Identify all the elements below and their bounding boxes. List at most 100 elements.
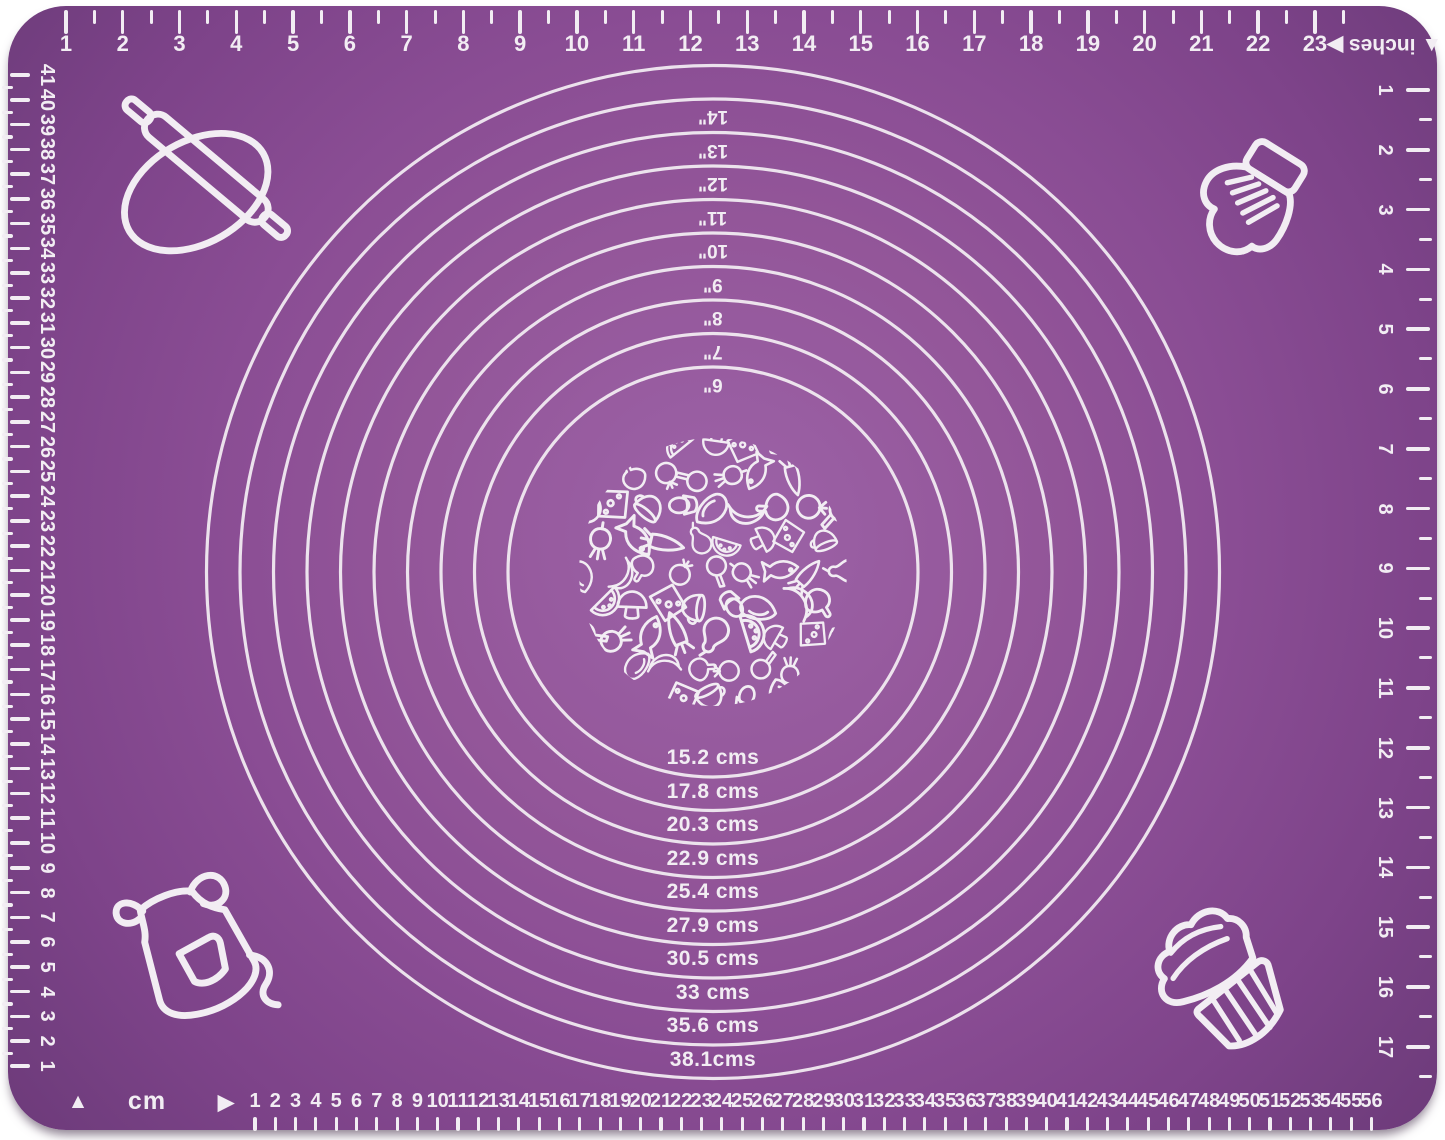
top-ruler-number: 13 — [734, 31, 760, 56]
top-ruler-number: 18 — [1018, 31, 1044, 56]
top-ruler-number: 4 — [230, 31, 243, 56]
top-ruler-halftick — [547, 10, 551, 24]
bottom-ruler-number: 38 — [994, 1090, 1018, 1112]
bottom-ruler-tick — [253, 1117, 257, 1131]
bottom-ruler-tick — [1166, 1117, 1171, 1131]
top-ruler-halftick — [830, 10, 834, 24]
circle-cm-label: 15.2 cms — [666, 746, 760, 769]
bottom-ruler-number: 7 — [371, 1090, 383, 1112]
right-ruler-tick — [1406, 805, 1430, 810]
left-ruler-number: 22 — [36, 534, 58, 557]
left-ruler-number: 19 — [36, 608, 58, 632]
left-ruler-tick — [10, 717, 30, 721]
right-ruler-halftick — [1419, 1015, 1432, 1019]
left-ruler-halftick — [2, 829, 13, 833]
top-ruler-halftick — [149, 10, 153, 24]
bottom-ruler-tick — [1045, 1117, 1049, 1131]
bottom-ruler-tick — [1349, 1117, 1353, 1131]
left-ruler-halftick — [2, 655, 13, 659]
left-ruler-tick — [10, 420, 30, 424]
left-ruler-tick — [10, 221, 30, 226]
bottom-ruler-number: 35 — [934, 1090, 957, 1112]
left-ruler-halftick — [2, 284, 13, 288]
left-ruler-halftick — [2, 630, 13, 635]
right-ruler-halftick — [1419, 895, 1432, 899]
left-ruler-halftick — [2, 779, 13, 783]
left-ruler-halftick — [2, 1052, 13, 1056]
bottom-ruler-tick — [862, 1117, 866, 1131]
left-ruler-halftick — [2, 432, 13, 436]
bottom-ruler-tick — [1268, 1117, 1272, 1131]
left-ruler-tick — [10, 97, 30, 102]
top-ruler-number: 9 — [514, 31, 527, 56]
top-ruler-halftick — [1341, 10, 1345, 24]
bottom-ruler-tick — [1146, 1117, 1150, 1131]
bottom-ruler-tick — [1329, 1117, 1333, 1131]
left-ruler-number: 41 — [36, 63, 58, 87]
bottom-ruler-number: 32 — [873, 1090, 896, 1112]
measuring-circle — [238, 97, 1188, 1047]
bottom-ruler-tick — [760, 1117, 765, 1131]
right-ruler-tick — [1406, 148, 1430, 152]
right-ruler-number: 1 — [1374, 84, 1396, 96]
left-ruler-halftick — [2, 383, 13, 387]
left-ruler-halftick — [2, 754, 13, 758]
top-ruler-tick — [1313, 10, 1317, 34]
top-ruler-tick — [745, 10, 749, 34]
bottom-ruler-number: 39 — [1015, 1090, 1038, 1112]
right-ruler-tick — [1406, 447, 1430, 451]
left-ruler-number: 5 — [36, 961, 58, 973]
bottom-ruler-number: 34 — [913, 1090, 937, 1112]
left-ruler-halftick — [2, 853, 13, 857]
bottom-ruler-tick — [517, 1117, 521, 1131]
circle-inch-label: 9" — [673, 274, 753, 295]
top-ruler-halftick — [944, 10, 948, 24]
bottom-ruler-number: 3 — [290, 1090, 302, 1112]
right-ruler-tick — [1406, 506, 1430, 511]
bottom-ruler-tick — [476, 1117, 480, 1131]
right-ruler-halftick — [1419, 476, 1432, 481]
top-ruler-halftick — [263, 10, 267, 24]
right-ruler-halftick — [1419, 835, 1432, 839]
left-ruler-number: 8 — [36, 887, 58, 899]
bottom-ruler-number: 4 — [310, 1090, 322, 1112]
top-ruler-halftick — [319, 10, 323, 24]
bottom-ruler-tick — [354, 1117, 359, 1131]
right-ruler-tick — [1406, 746, 1430, 750]
top-ruler-tick — [234, 10, 238, 34]
top-ruler-halftick — [887, 10, 891, 24]
bottom-ruler-tick — [1227, 1117, 1231, 1131]
bottom-ruler-number: 30 — [832, 1090, 855, 1112]
circle-inch-label: 12" — [673, 173, 753, 194]
triangle-marker-icon: ▲ — [67, 1090, 89, 1113]
bottom-ruler-tick — [1004, 1117, 1008, 1131]
bottom-ruler-number: 22 — [670, 1090, 693, 1112]
left-ruler-halftick — [2, 234, 13, 238]
right-ruler-number: 2 — [1374, 144, 1396, 156]
top-ruler-number: 6 — [343, 31, 356, 56]
bottom-ruler-number: 6 — [350, 1090, 363, 1112]
bottom-ruler-tick — [1248, 1117, 1252, 1131]
top-ruler-halftick — [774, 10, 778, 24]
bottom-ruler-number: 2 — [269, 1090, 281, 1112]
bottom-ruler-tick — [273, 1117, 277, 1131]
left-ruler-halftick — [2, 606, 13, 610]
left-ruler-number: 26 — [36, 435, 58, 458]
top-ruler-tick — [972, 10, 976, 34]
bottom-ruler-number: 11 — [447, 1090, 469, 1112]
left-ruler-number: 7 — [36, 911, 58, 923]
bottom-ruler-tick — [314, 1117, 318, 1131]
top-ruler-number: 17 — [962, 31, 987, 56]
concentric-measuring-circles — [204, 63, 1222, 1081]
top-ruler-halftick — [603, 10, 607, 24]
left-ruler-number: 4 — [36, 986, 58, 998]
bottom-ruler-number: 33 — [893, 1090, 916, 1112]
left-ruler-halftick — [2, 506, 13, 511]
left-ruler-number: 17 — [36, 658, 58, 681]
bottom-ruler-tick — [1207, 1117, 1211, 1131]
right-ruler-tick — [1406, 327, 1430, 331]
left-ruler-number: 13 — [36, 757, 58, 780]
left-ruler-number: 20 — [36, 584, 58, 607]
right-ruler-number: 8 — [1374, 503, 1396, 515]
